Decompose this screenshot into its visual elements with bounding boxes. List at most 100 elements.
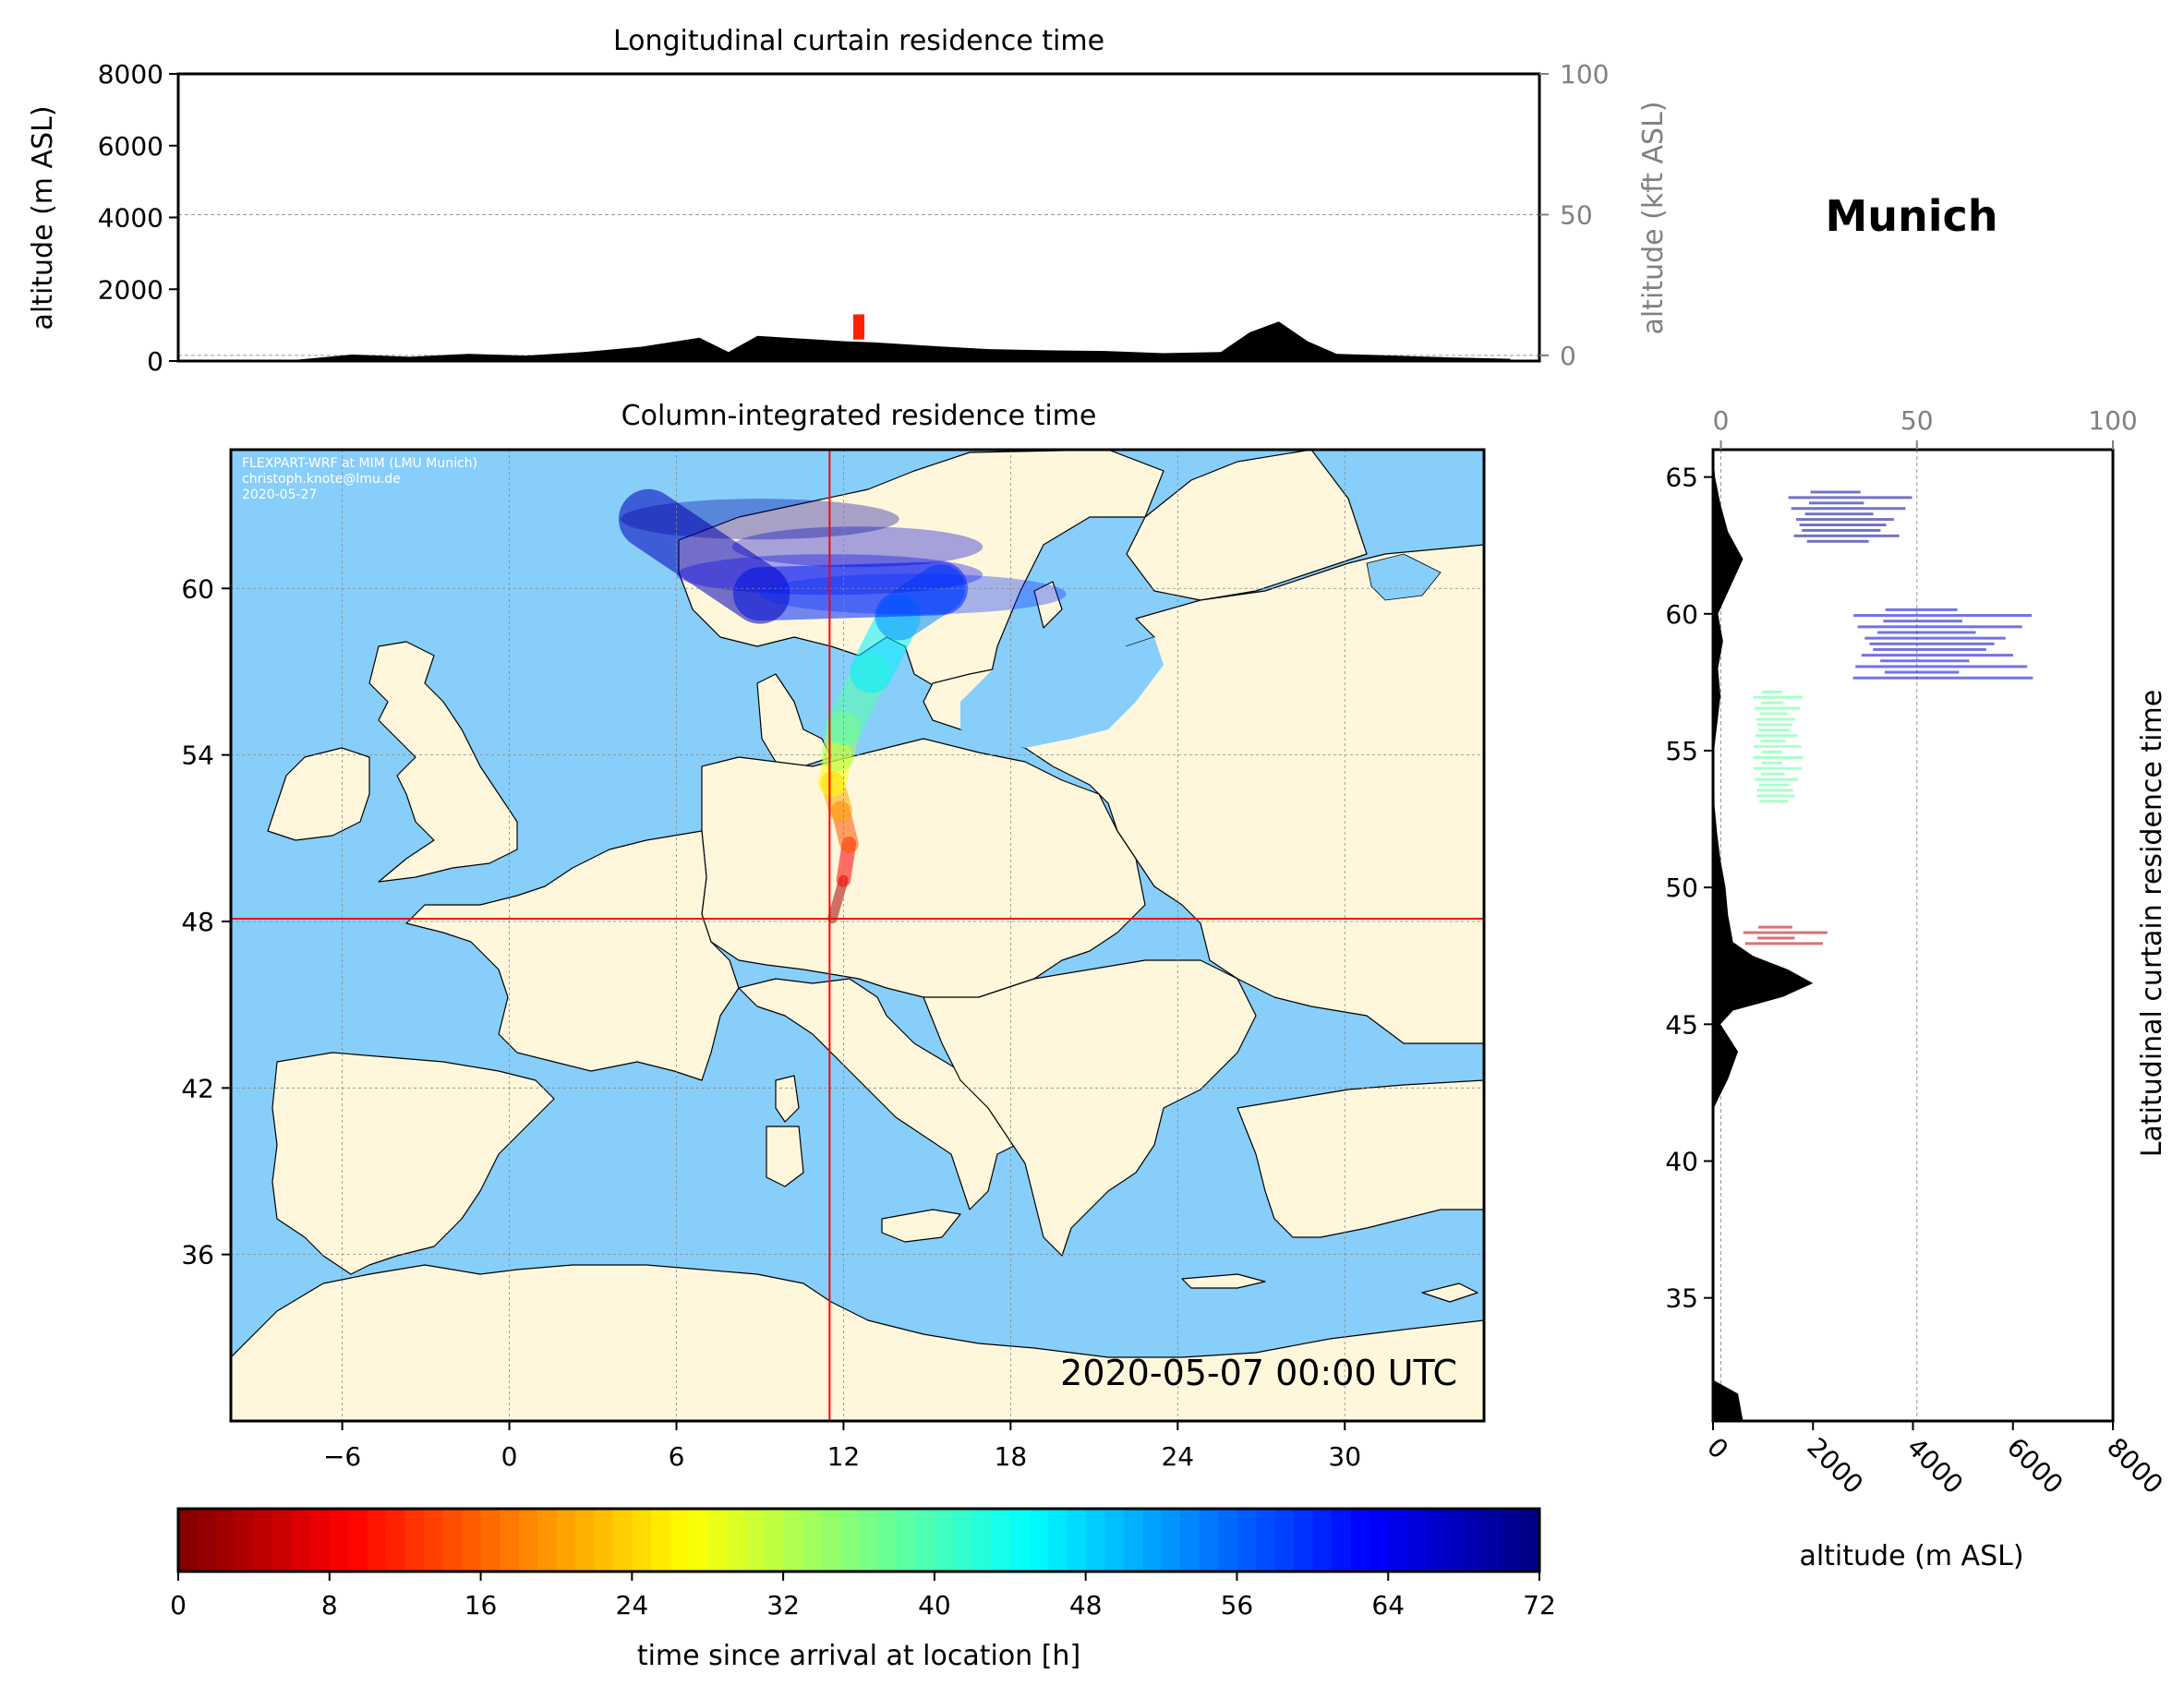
land-north-africa xyxy=(231,1264,1484,1421)
colorbar-step xyxy=(1502,1509,1522,1572)
colorbar-tick-label: 32 xyxy=(766,1590,800,1620)
right-xtick-top-label: 100 xyxy=(2088,405,2137,436)
right-xticks-bottom: 0 2000 4000 6000 8000 xyxy=(1701,1421,2169,1499)
colorbar-step xyxy=(971,1509,992,1572)
residence-stripe xyxy=(1793,534,1900,537)
residence-stripe xyxy=(1754,745,1802,749)
right-xtick-top-label: 0 xyxy=(1713,405,1730,436)
residence-stripe xyxy=(1757,723,1792,727)
colorbar-step xyxy=(764,1509,784,1572)
colorbar-tick-label: 48 xyxy=(1069,1590,1103,1620)
colorbar-step xyxy=(934,1509,954,1572)
residence-stripe xyxy=(1857,625,2022,629)
colorbar-step xyxy=(1123,1509,1143,1572)
right-xtick-label: 0 xyxy=(1701,1432,1734,1465)
top-ytick-right-label: 50 xyxy=(1560,199,1593,230)
colorbar-step xyxy=(556,1509,576,1572)
residence-stripe xyxy=(1808,501,1864,505)
right-yticks: 65 60 55 50 45 40 35 xyxy=(1665,463,1713,1314)
colorbar-step xyxy=(1369,1509,1389,1572)
colorbar-step xyxy=(424,1509,444,1572)
right-ytick-label: 65 xyxy=(1665,463,1698,493)
right-ylabel: Latitudinal curtain residence time xyxy=(2136,690,2168,1157)
colorbar-step xyxy=(1217,1509,1238,1572)
colorbar-step xyxy=(650,1509,670,1572)
top-yticks-right: 0 50 100 xyxy=(1539,59,1609,371)
residence-stripe xyxy=(1869,642,1995,645)
colorbar-step xyxy=(1331,1509,1351,1572)
land-italy xyxy=(738,978,1026,1210)
colorbar-step xyxy=(442,1509,463,1572)
credit-line-1: FLEXPART-WRF at MIM (LMU Munich) xyxy=(242,456,477,471)
right-xticks-top: 0 50 100 xyxy=(1713,405,2138,450)
colorbar-tick-label: 72 xyxy=(1523,1590,1556,1620)
residence-stripe xyxy=(1873,647,1986,651)
colorbar-step xyxy=(367,1509,387,1572)
land-sicily xyxy=(881,1209,961,1243)
residence-stripe xyxy=(1756,789,1793,792)
colorbar-step xyxy=(329,1509,349,1572)
top-panel-title: Longitudinal curtain residence time xyxy=(613,25,1104,57)
residence-stripe xyxy=(1756,936,1795,940)
right-terrain-profile xyxy=(1713,450,1814,1421)
right-xtick-label: 4000 xyxy=(1901,1432,1970,1500)
right-gridlines xyxy=(1719,450,2114,1421)
residence-stripe xyxy=(1802,528,1881,532)
colorbar-step xyxy=(670,1509,690,1572)
top-ylabel-right: altitude (kft ASL) xyxy=(1637,101,1670,334)
colorbar-step xyxy=(1426,1509,1446,1572)
colorbar-step xyxy=(802,1509,822,1572)
residence-stripe xyxy=(1788,496,1913,500)
baltic-sea xyxy=(960,637,1164,748)
map-xtick-label: 30 xyxy=(1328,1441,1361,1472)
top-ytick-label: 4000 xyxy=(98,203,163,234)
residence-stripe xyxy=(1884,670,1960,674)
map-xtick-label: 0 xyxy=(501,1441,518,1472)
colorbar-step xyxy=(480,1509,501,1572)
top-ytick-label: 0 xyxy=(147,346,163,377)
residence-stripe xyxy=(1799,524,1887,527)
colorbar-step xyxy=(253,1509,273,1572)
map-ytick-label: 60 xyxy=(181,573,214,604)
right-ytick-label: 50 xyxy=(1665,873,1698,903)
colorbar-step xyxy=(688,1509,708,1572)
residence-stripe xyxy=(1743,931,1828,934)
map-xtick-label: −6 xyxy=(323,1441,361,1472)
right-xlabel: altitude (m ASL) xyxy=(1799,1540,2023,1572)
top-ylabel-left: altitude (m ASL) xyxy=(27,105,59,330)
colorbar-step xyxy=(991,1509,1011,1572)
residence-stripe xyxy=(1755,734,1798,738)
colorbar-step xyxy=(1444,1509,1465,1572)
colorbar-tick-label: 40 xyxy=(918,1590,951,1620)
residence-stripe xyxy=(1758,925,1792,929)
colorbar-step xyxy=(707,1509,728,1572)
residence-stripe xyxy=(1761,750,1783,753)
colorbar-step xyxy=(291,1509,311,1572)
residence-stripe xyxy=(1760,772,1785,776)
colorbar-frame xyxy=(176,1507,1541,1573)
colorbar-tick-label: 16 xyxy=(465,1590,498,1620)
colorbar-step xyxy=(348,1509,368,1572)
colorbar-step xyxy=(1464,1509,1484,1572)
plume-segment xyxy=(732,561,968,621)
land-cyprus xyxy=(1421,1283,1478,1303)
credit-line-2: christoph.knote@lmu.de xyxy=(242,472,401,487)
land-corsica xyxy=(775,1075,800,1123)
plume-segment xyxy=(618,488,790,624)
colorbar-step xyxy=(1029,1509,1049,1572)
residence-stripe xyxy=(1885,608,1958,611)
colorbar-step xyxy=(1255,1509,1275,1572)
land-finland xyxy=(1126,450,1368,601)
colorbar-step xyxy=(1312,1509,1333,1572)
residence-stripe xyxy=(1853,614,2033,618)
colorbar-step xyxy=(537,1509,558,1572)
right-xtick-label: 6000 xyxy=(2001,1432,2069,1500)
residence-stripe xyxy=(1758,783,1790,787)
land-iberia xyxy=(271,1052,555,1275)
residence-stripe xyxy=(1880,659,1970,663)
land-france xyxy=(405,830,740,1081)
land-central-europe xyxy=(701,738,1146,1003)
colorbar-step xyxy=(197,1509,217,1572)
right-ytick-label: 45 xyxy=(1665,1009,1698,1040)
colorbar: 0 8 16 24 32 40 48 56 64 72 time since arrival at… xyxy=(170,1507,1556,1672)
